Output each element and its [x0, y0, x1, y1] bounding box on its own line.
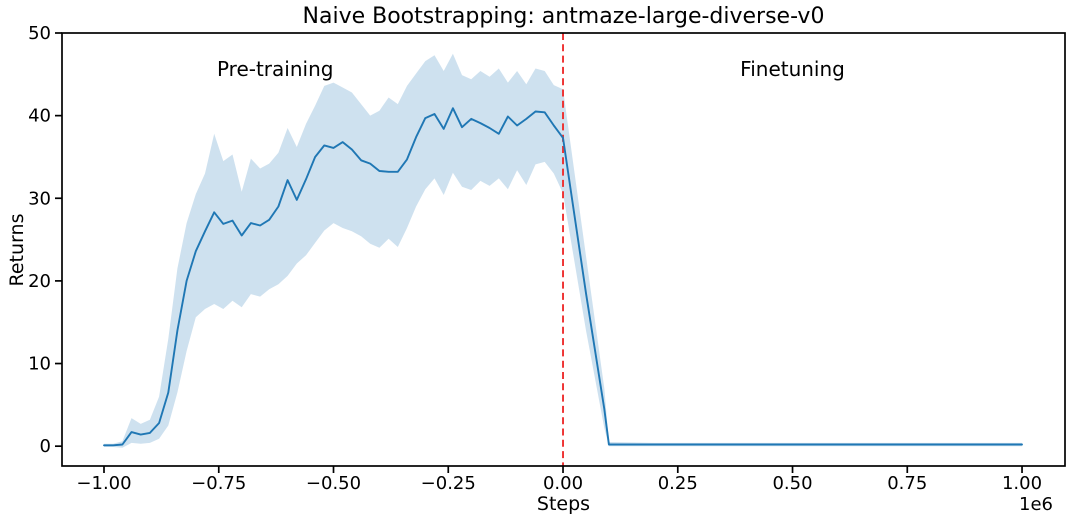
x-tick-label: 0.00 — [543, 473, 583, 494]
x-tick-label: 1.00 — [1002, 473, 1042, 494]
x-tick-label: 0.75 — [887, 473, 927, 494]
chart-title: Naive Bootstrapping: antmaze-large-diver… — [302, 4, 825, 29]
y-tick-label: 20 — [28, 271, 51, 292]
y-tick-label: 40 — [28, 106, 51, 127]
mean-return-line — [103, 107, 1023, 447]
x-tick-label: 0.25 — [658, 473, 698, 494]
y-tick-label: 50 — [28, 23, 51, 44]
x-axis-offset-label: 1e6 — [1019, 494, 1053, 515]
x-tick-label: −0.25 — [421, 473, 476, 494]
y-tick-label: 0 — [40, 436, 51, 457]
confidence-band — [104, 53, 1022, 448]
y-tick-label: 30 — [28, 188, 51, 209]
x-tick-label: 0.50 — [772, 473, 812, 494]
x-tick-label: −0.75 — [191, 473, 246, 494]
x-tick-label: −0.50 — [306, 473, 361, 494]
y-axis-label: Returns — [6, 213, 28, 287]
x-tick-label: −1.00 — [76, 473, 131, 494]
annotation-finetuning: Finetuning — [740, 57, 845, 82]
y-tick-label: 10 — [28, 354, 51, 375]
x-axis-label: Steps — [536, 493, 591, 515]
annotation-pretraining: Pre-training — [216, 57, 334, 82]
